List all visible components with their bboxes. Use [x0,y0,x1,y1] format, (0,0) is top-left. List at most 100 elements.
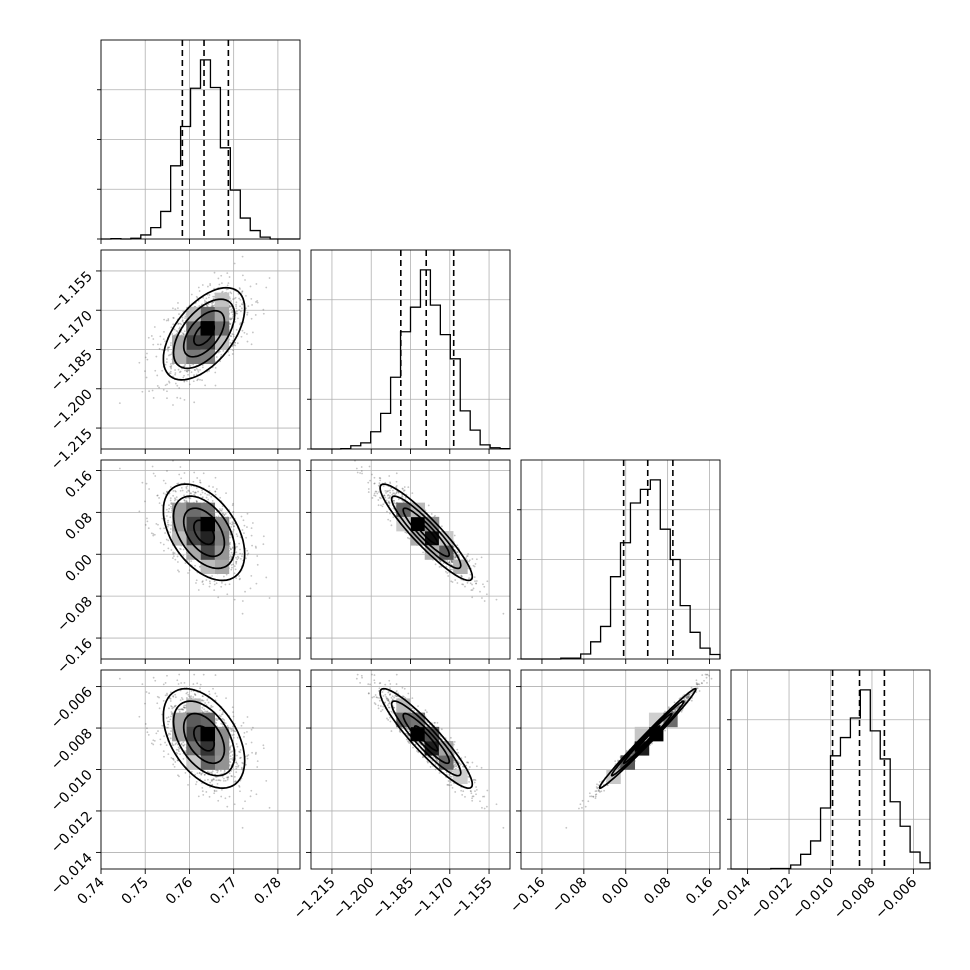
sample-point [485,593,488,596]
sample-point [255,301,257,303]
sample-point [232,333,235,336]
sample-point [224,583,227,586]
sample-point [178,673,181,676]
sample-point [230,751,232,754]
sample-point [474,580,476,583]
sample-point [402,490,405,492]
sample-point [193,493,196,496]
sample-point [194,369,197,372]
sample-point [239,548,241,551]
sample-point [230,292,233,295]
sample-point [255,582,258,585]
sample-point [169,344,172,347]
sample-point [389,481,391,484]
sample-point [214,384,217,387]
sample-point [147,527,150,530]
sample-point [192,480,195,483]
sample-point [379,479,382,482]
sample-point [215,582,218,585]
sample-point [170,730,172,732]
sample-point [255,546,257,549]
sample-point [167,519,170,522]
sample-point [146,352,148,355]
sample-point [378,491,380,493]
sample-point [219,350,221,353]
sample-point [145,482,148,485]
sample-point [205,300,208,303]
sample-point [193,401,196,404]
sample-point [456,551,459,554]
sample-point [389,491,392,494]
sample-point [453,534,456,537]
sample-point [176,384,179,387]
sample-point [234,320,237,323]
sample-point [177,746,180,749]
sample-point [187,572,189,574]
sample-point [211,303,214,305]
sample-point [199,479,201,482]
sample-point [170,342,172,344]
sample-point [167,510,170,513]
sample-point [166,358,168,360]
sample-point [144,500,146,503]
sample-point [174,372,177,374]
sample-point [236,736,239,739]
sample-point [232,528,235,531]
sample-point [177,322,180,325]
sample-point [147,733,150,736]
sample-point [250,534,253,537]
sample-point [217,351,220,354]
sample-point [360,470,363,472]
sample-point [168,707,170,710]
sample-point [166,726,168,729]
sample-point [164,741,166,744]
sample-point [177,749,180,751]
sample-point [395,472,398,475]
sample-point [474,563,477,565]
sample-point [243,532,245,534]
panel-2-2 [517,459,721,664]
sample-point [247,754,250,756]
sample-point [169,516,172,519]
sample-point [195,783,197,786]
sample-point [198,565,201,568]
sample-point [377,484,380,487]
sample-point [195,373,198,376]
sample-point [231,734,234,736]
sample-point [482,583,484,586]
sample-point [222,512,224,515]
sample-point [216,771,219,774]
sample-point [268,597,271,599]
sample-point [188,775,191,778]
sample-point [175,333,178,335]
sample-point [427,504,430,507]
sample-point [177,368,180,371]
sample-point [222,350,225,352]
sample-point [486,580,489,583]
sample-point [233,343,235,346]
sample-point [214,476,217,479]
sample-point [214,692,217,695]
sample-point [251,544,253,547]
histogram-0 [101,59,300,240]
sample-point [226,778,229,781]
sample-point [152,472,155,475]
sample-point [230,335,233,338]
sample-point [225,492,227,495]
sample-point [230,757,232,760]
sample-point [228,795,231,798]
sample-point [454,579,457,581]
sample-point [198,305,201,307]
sample-point [164,384,167,387]
sample-point [148,390,151,393]
sample-point [174,373,177,376]
sample-point [174,382,177,385]
sample-point [219,779,222,782]
sample-point [138,715,141,718]
sample-point [212,486,214,488]
sample-point [206,699,209,701]
sample-point [201,786,204,789]
sample-point [401,487,404,490]
sample-point [235,307,238,310]
sample-point [268,806,271,809]
